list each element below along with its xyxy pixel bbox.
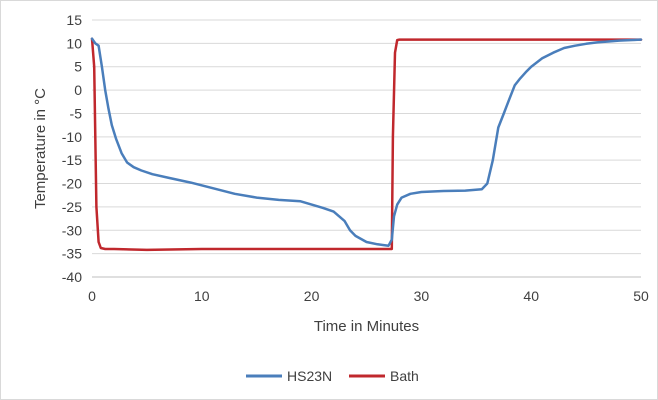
y-tick-label: -20 <box>62 176 82 192</box>
y-tick-label: 15 <box>66 12 82 28</box>
y-axis-title: Temperature in °C <box>32 88 49 209</box>
legend-label-bath: Bath <box>390 368 419 384</box>
x-tick-label: 30 <box>414 288 430 304</box>
y-tick-label: -5 <box>70 105 83 121</box>
x-tick-label: 0 <box>88 288 96 304</box>
x-tick-label: 40 <box>523 288 539 304</box>
y-tick-label: 10 <box>66 35 82 51</box>
y-tick-label: -35 <box>62 246 82 262</box>
x-tick-label: 50 <box>633 288 649 304</box>
legend-label-hs23n: HS23N <box>287 368 332 384</box>
y-tick-label: -10 <box>62 129 82 145</box>
y-tick-label: 5 <box>74 59 82 75</box>
legend: HS23N Bath <box>246 368 419 384</box>
x-tick-labels: 0 10 20 30 40 50 <box>88 288 649 304</box>
y-tick-label: -40 <box>62 269 82 285</box>
x-tick-label: 20 <box>304 288 320 304</box>
y-tick-label: -30 <box>62 222 82 238</box>
series-line-bath <box>90 37 643 252</box>
x-tick-label: 10 <box>194 288 210 304</box>
x-axis-title: Time in Minutes <box>314 318 419 335</box>
y-tick-labels: 15 10 5 0 -5 -10 -15 -20 -25 -30 -35 -40 <box>62 12 82 285</box>
y-tick-label: -15 <box>62 152 82 168</box>
y-tick-label: -25 <box>62 199 82 215</box>
series-line-hs23n <box>90 37 643 247</box>
series-lines <box>90 37 643 252</box>
y-tick-label: 0 <box>74 82 82 98</box>
gridlines <box>92 19 641 255</box>
